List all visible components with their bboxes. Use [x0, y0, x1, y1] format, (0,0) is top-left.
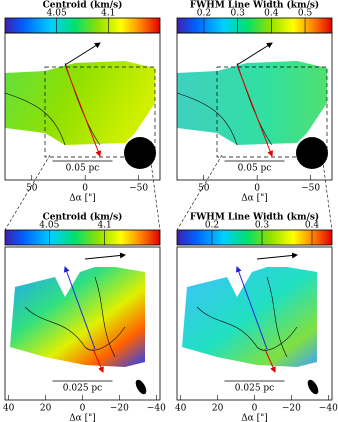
colorbar-tick-label: 0.2 — [197, 9, 211, 19]
scale-bar-label: 0.05 pc — [238, 164, 272, 174]
colorbar-tick-label: 0.4 — [264, 9, 279, 19]
zoom-box — [216, 66, 328, 158]
scale-bar-label: 0.025 pc — [63, 384, 102, 394]
colorbar — [4, 17, 161, 34]
arrow — [64, 64, 102, 157]
colorbar-tick-label: 0.3 — [255, 221, 270, 231]
x-axis-label: Δα ["] — [241, 194, 268, 204]
beam — [296, 137, 328, 169]
x-tick-label: −50 — [129, 184, 148, 194]
colorbar-tick-label: 0.4 — [305, 221, 320, 231]
x-tick-label: 0 — [254, 184, 260, 194]
map-image — [10, 252, 147, 395]
contour — [24, 276, 126, 358]
colorbar — [4, 229, 161, 246]
x-tick-label: 40 — [175, 404, 187, 414]
map-frame — [176, 32, 333, 181]
x-tick-label: 0 — [82, 184, 88, 194]
colorbar-tick-label: 4.1 — [97, 221, 111, 231]
x-tick-label: 0 — [80, 404, 86, 414]
arrow — [256, 252, 298, 260]
colorbar — [176, 229, 333, 246]
zoom-box — [44, 66, 156, 158]
arrow — [235, 266, 268, 350]
colorbar-tick-label: 0.5 — [298, 9, 313, 19]
x-tick-label: 20 — [40, 404, 52, 414]
colorbar-tick-label: 4.05 — [39, 221, 59, 231]
panel-title: FWHM Line Width (km/s) — [190, 212, 319, 223]
scale-bar-label: 0.025 pc — [235, 384, 274, 394]
colorbar-tick-label: 0.2 — [205, 221, 219, 231]
colorbar-tick-label: 0.3 — [230, 9, 245, 19]
beam — [124, 137, 156, 169]
map-image — [176, 42, 328, 169]
arrow — [84, 252, 126, 260]
emission-region — [182, 267, 317, 367]
x-tick-label: −50 — [301, 184, 320, 194]
x-tick-label: 0 — [252, 404, 258, 414]
x-axis-label: Δα ["] — [241, 414, 268, 422]
x-tick-label: −20 — [282, 404, 301, 414]
x-tick-label: 50 — [26, 184, 38, 194]
contour — [196, 276, 298, 358]
arrow — [236, 64, 274, 157]
x-tick-label: −40 — [147, 404, 166, 414]
panel-title: Centroid (km/s) — [43, 0, 123, 11]
x-axis-label: Δα ["] — [69, 194, 96, 204]
panel-title: FWHM Line Width (km/s) — [190, 0, 319, 11]
x-tick-label: 20 — [212, 404, 224, 414]
arrow — [236, 42, 273, 66]
x-tick-label: 40 — [3, 404, 15, 414]
colorbar — [176, 17, 333, 34]
map-frame — [4, 32, 161, 181]
arrow — [92, 348, 104, 373]
x-tick-label: −20 — [110, 404, 129, 414]
arrow — [64, 42, 101, 66]
emission-region — [10, 267, 145, 367]
colorbar-tick-label: 4.1 — [101, 9, 115, 19]
zoom-lines — [4, 154, 333, 231]
beam — [135, 379, 147, 395]
panel-title: Centroid (km/s) — [43, 212, 123, 223]
arrow — [63, 266, 96, 350]
arrow — [264, 348, 276, 373]
map-image — [182, 252, 319, 395]
x-tick-label: 50 — [198, 184, 210, 194]
x-tick-label: −40 — [319, 404, 338, 414]
colorbar-tick-label: 4.05 — [47, 9, 67, 19]
x-axis-label: Δα ["] — [69, 414, 96, 422]
scale-bar-label: 0.05 pc — [66, 164, 100, 174]
map-image — [4, 42, 156, 169]
beam — [307, 379, 319, 395]
